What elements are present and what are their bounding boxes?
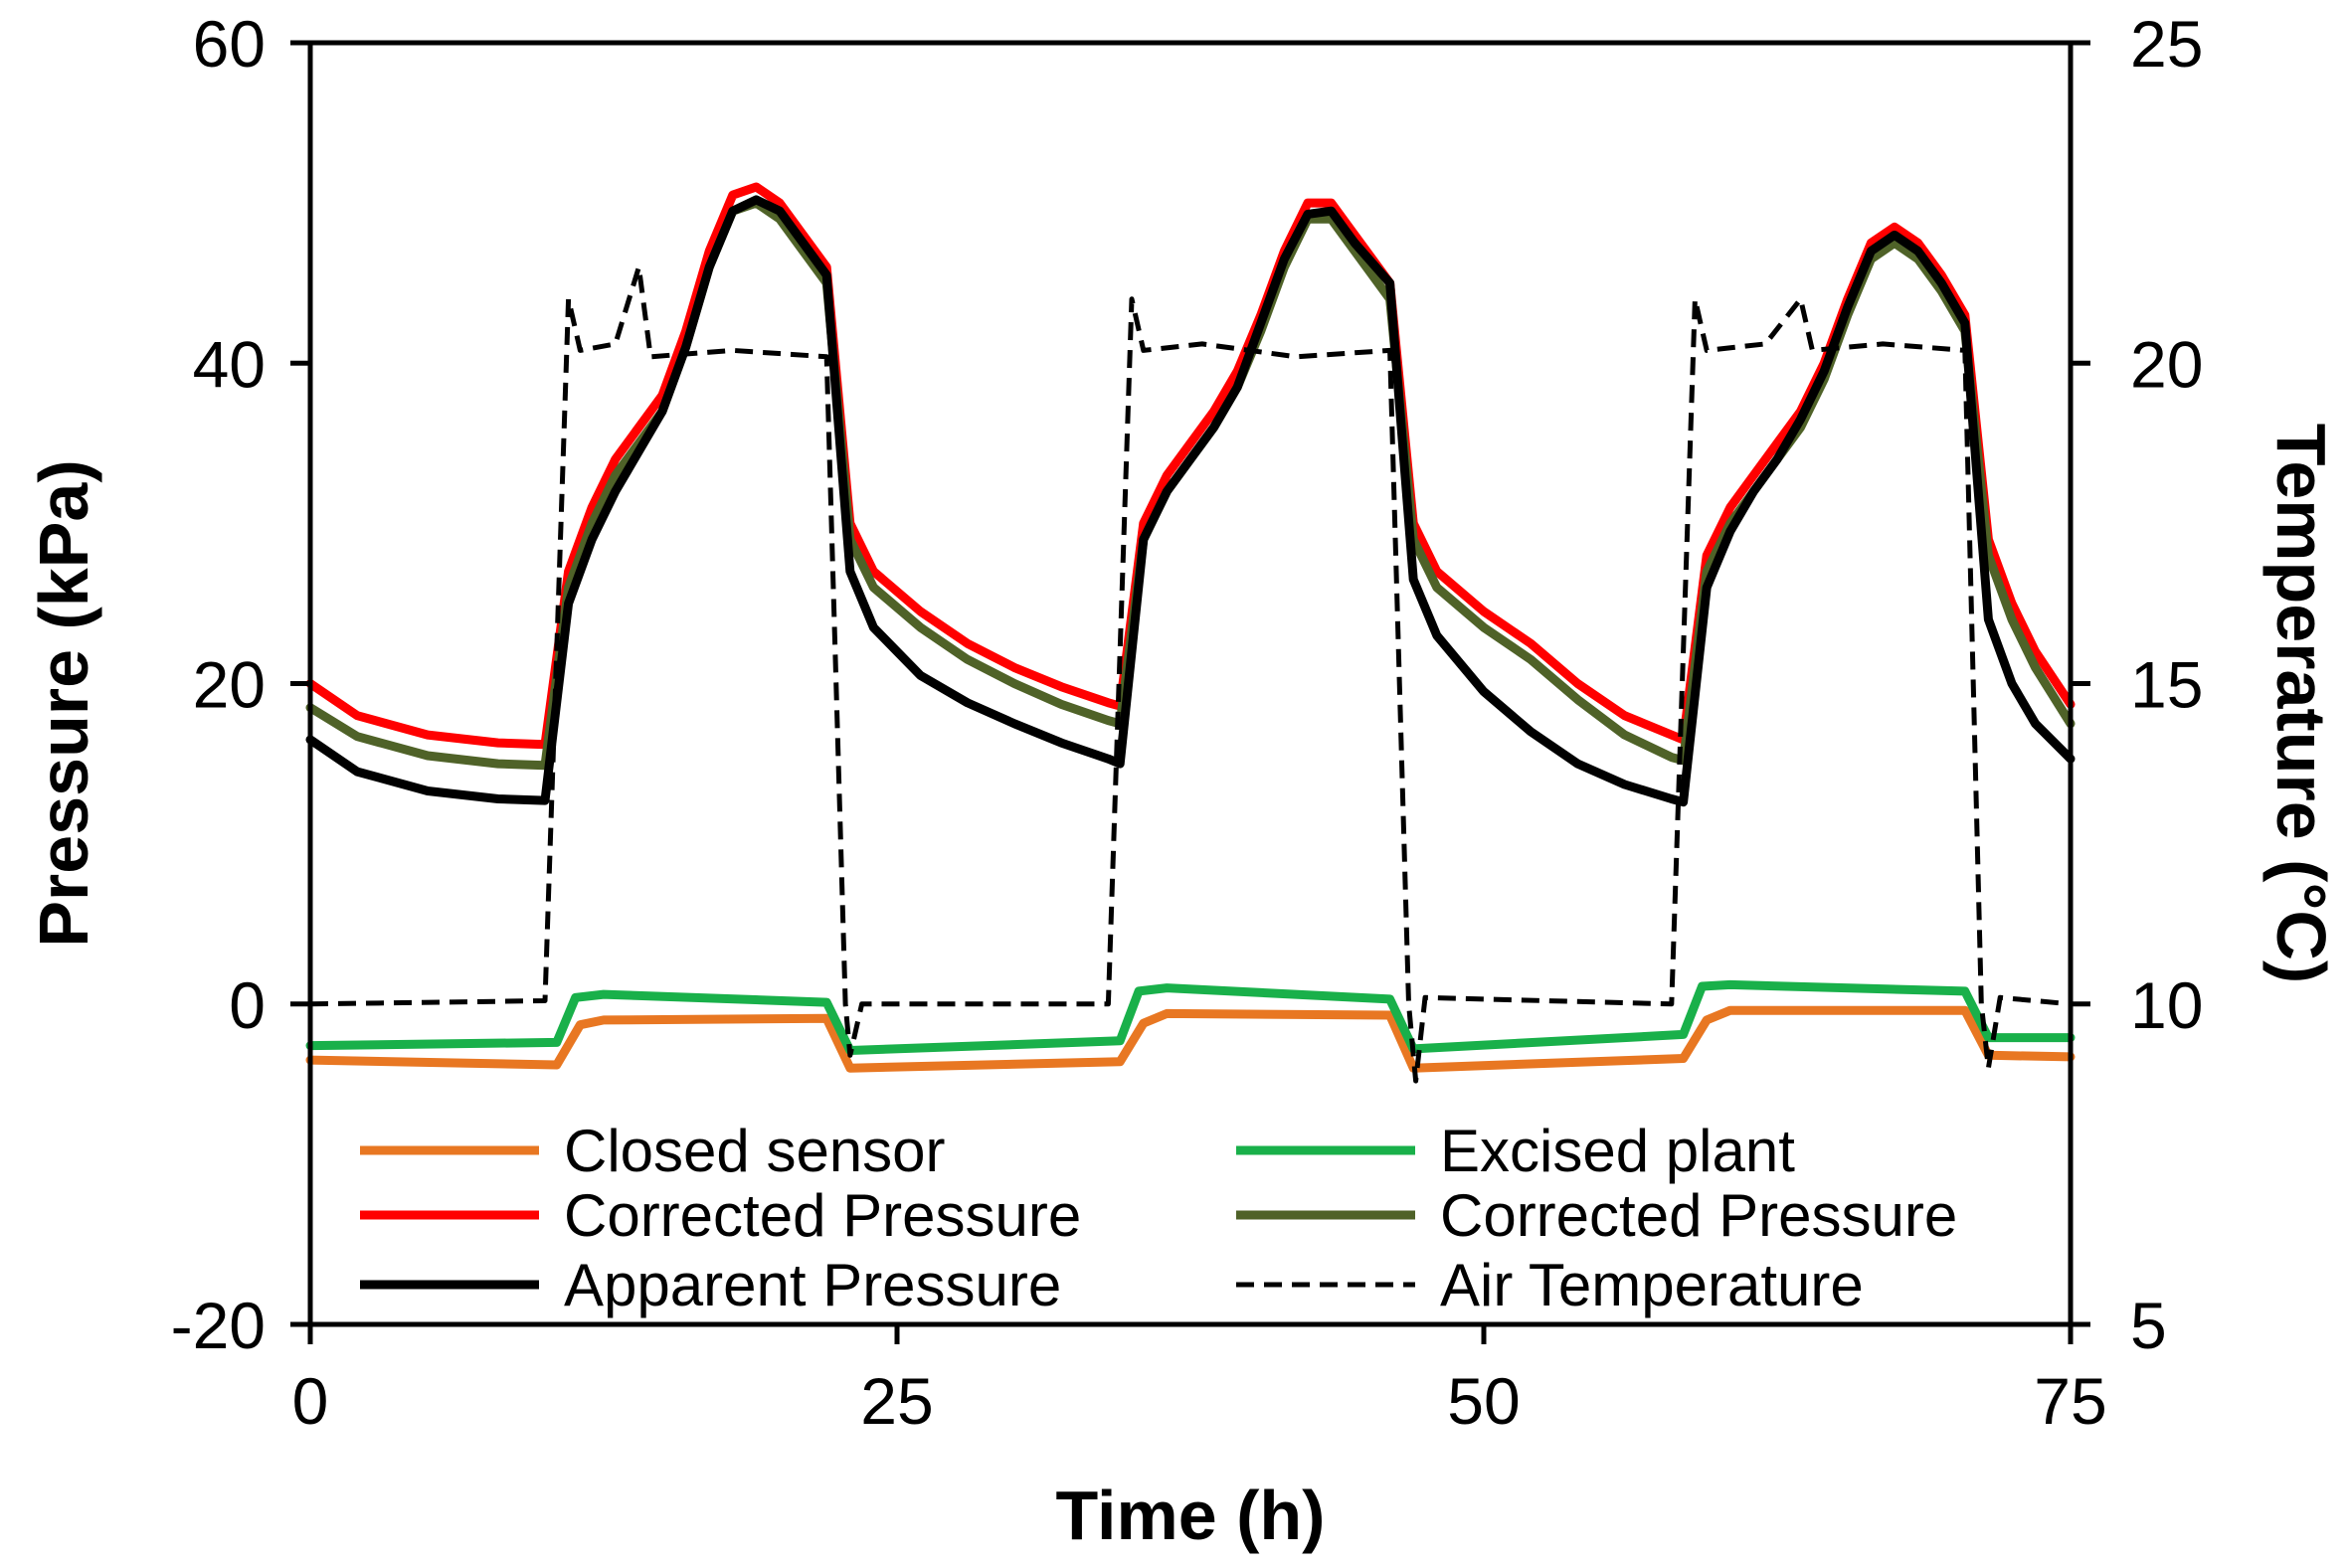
plot-lines	[305, 182, 2076, 1084]
series-line-excised-plant-1	[305, 979, 2076, 1055]
x-tick-label: 75	[2034, 1364, 2106, 1438]
series-line-apparent-pressure-4	[305, 195, 2076, 807]
y-tick-label: 0	[229, 968, 266, 1042]
y-tick-label: 40	[193, 327, 266, 401]
legend-label: Air Temperature	[1440, 1252, 1864, 1318]
x-tick-label: 25	[860, 1364, 933, 1438]
legend-label: Corrected Pressure	[1440, 1182, 1957, 1249]
series-line-corrected-pressure-3	[305, 198, 2076, 771]
x-tick-label: 50	[1447, 1364, 1520, 1438]
y-tick-label: -20	[171, 1289, 266, 1362]
legend-label: Apparent Pressure	[564, 1252, 1061, 1318]
series-line-air-temperature-5	[309, 264, 2072, 1084]
x-tick-label: 0	[292, 1364, 329, 1438]
y2-tick-label: 20	[2130, 327, 2203, 401]
series-line-closed-sensor-0	[305, 1005, 2076, 1073]
axes: 0 25 50 75 -20 0 20 40 60 5 10 15 20 25	[171, 7, 2204, 1438]
y2-axis-title: Temperature (°C)	[2262, 424, 2340, 983]
y2-tick-label: 25	[2130, 7, 2203, 81]
y-axis-title: Pressure (kPa)	[25, 459, 102, 947]
legend-label: Corrected Pressure	[564, 1182, 1081, 1249]
y-tick-label: 60	[193, 7, 266, 81]
x-axis-title: Time (h)	[1056, 1477, 1326, 1554]
legend-label: Closed sensor	[564, 1118, 946, 1184]
y-tick-label: 20	[193, 648, 266, 722]
y2-tick-label: 10	[2130, 968, 2203, 1042]
y2-tick-label: 5	[2130, 1289, 2167, 1362]
y2-tick-label: 15	[2130, 648, 2203, 722]
legend-label: Excised plant	[1440, 1118, 1795, 1184]
